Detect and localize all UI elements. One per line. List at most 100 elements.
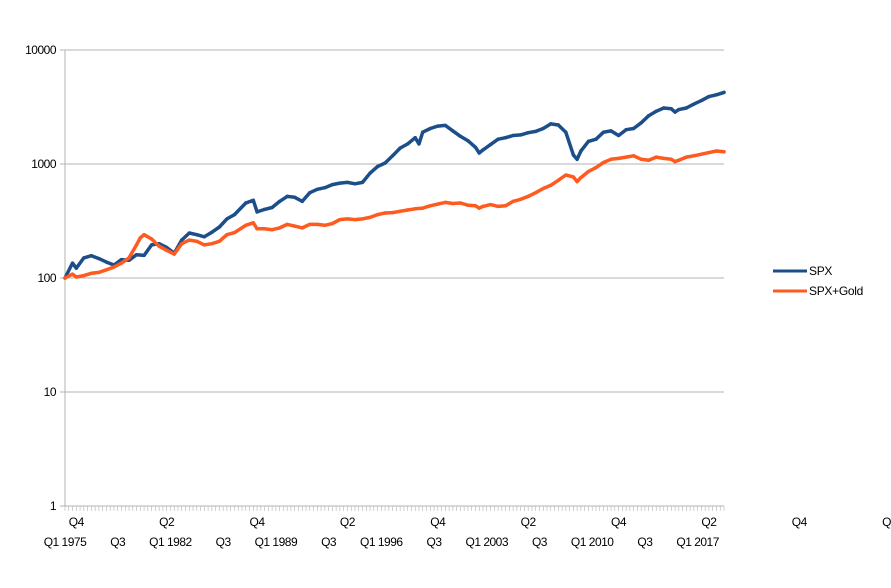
data-point — [74, 266, 78, 270]
data-point — [421, 130, 425, 134]
data-point — [541, 126, 545, 131]
x-axis-minor-ticks — [64, 506, 725, 511]
data-point — [383, 161, 387, 165]
data-point — [473, 145, 478, 150]
y-tick-label: 100 — [37, 271, 56, 285]
x-tick-label: Q4 — [250, 515, 266, 529]
data-point — [277, 199, 282, 204]
data-point — [97, 270, 101, 275]
data-point — [63, 276, 67, 280]
data-point — [413, 207, 417, 211]
data-point — [496, 204, 500, 209]
data-point — [232, 212, 237, 217]
data-point — [89, 271, 94, 275]
legend-label: SPX+Gold — [809, 284, 863, 298]
data-point — [534, 191, 538, 195]
data-point — [451, 129, 455, 133]
data-point — [251, 221, 255, 225]
x-tick-label: Q3 — [637, 535, 653, 549]
x-tick-label: Q3 — [110, 535, 126, 549]
data-point — [285, 222, 289, 227]
data-point — [330, 221, 335, 226]
data-point — [466, 139, 470, 143]
legend-label: SPX — [809, 264, 832, 278]
data-point — [616, 133, 621, 138]
data-point — [714, 149, 719, 153]
data-point — [571, 175, 576, 179]
data-point — [488, 142, 493, 147]
data-point — [428, 126, 432, 131]
data-point — [477, 151, 481, 155]
data-point — [586, 139, 591, 144]
data-point — [526, 194, 530, 199]
x-tick-label: Q1 1982 — [149, 535, 192, 549]
data-point — [82, 256, 86, 260]
data-point — [360, 180, 365, 185]
data-point — [89, 253, 94, 258]
data-point — [134, 253, 139, 257]
data-point — [699, 152, 704, 156]
data-point — [323, 223, 327, 227]
data-point — [187, 231, 191, 235]
data-point — [579, 149, 583, 153]
data-point — [677, 107, 681, 112]
data-point — [481, 148, 485, 152]
data-point — [451, 201, 455, 206]
data-point — [180, 238, 184, 242]
data-point — [210, 241, 214, 246]
data-point — [616, 156, 621, 161]
data-point — [631, 154, 636, 158]
data-point — [338, 217, 342, 222]
data-point — [564, 173, 568, 177]
data-point — [549, 183, 553, 188]
data-point — [624, 155, 628, 159]
x-tick-label: Q3 — [321, 535, 337, 549]
series-lines — [63, 90, 726, 280]
data-point — [609, 157, 613, 161]
data-point — [722, 150, 726, 154]
data-point — [421, 206, 425, 210]
data-point — [104, 260, 109, 264]
data-point — [631, 126, 636, 131]
data-point — [127, 256, 131, 260]
data-point — [398, 209, 402, 213]
data-point — [202, 243, 207, 247]
data-point — [477, 206, 481, 210]
data-point — [488, 202, 493, 207]
data-point — [481, 204, 485, 209]
data-point — [293, 195, 297, 200]
data-point — [112, 265, 116, 269]
data-point — [646, 114, 651, 118]
x-tick-label: Q2 — [521, 515, 537, 529]
x-tick-label: Q2 — [882, 515, 891, 529]
data-point — [473, 204, 478, 208]
data-point — [270, 205, 274, 210]
data-point — [722, 90, 726, 95]
data-point — [330, 182, 335, 187]
data-point — [458, 201, 463, 205]
data-point — [323, 185, 327, 190]
data-point — [217, 239, 222, 243]
data-point — [511, 133, 515, 138]
data-point — [262, 227, 267, 231]
data-point — [368, 171, 372, 175]
series-line-1 — [63, 149, 726, 280]
x-tick-label: Q1 1996 — [360, 535, 403, 549]
data-point — [575, 157, 579, 161]
data-point — [232, 230, 237, 235]
data-point — [518, 197, 523, 202]
data-point — [180, 241, 184, 246]
data-point — [225, 217, 229, 221]
data-point — [255, 227, 259, 231]
data-point — [345, 180, 350, 185]
data-point — [164, 248, 169, 252]
data-point — [70, 272, 75, 276]
legend: SPX SPX+Gold — [773, 264, 863, 298]
data-point — [338, 181, 342, 185]
data-point — [692, 154, 696, 158]
data-point — [417, 142, 421, 146]
x-tick-label: Q2 — [159, 515, 175, 529]
data-point — [74, 275, 78, 279]
